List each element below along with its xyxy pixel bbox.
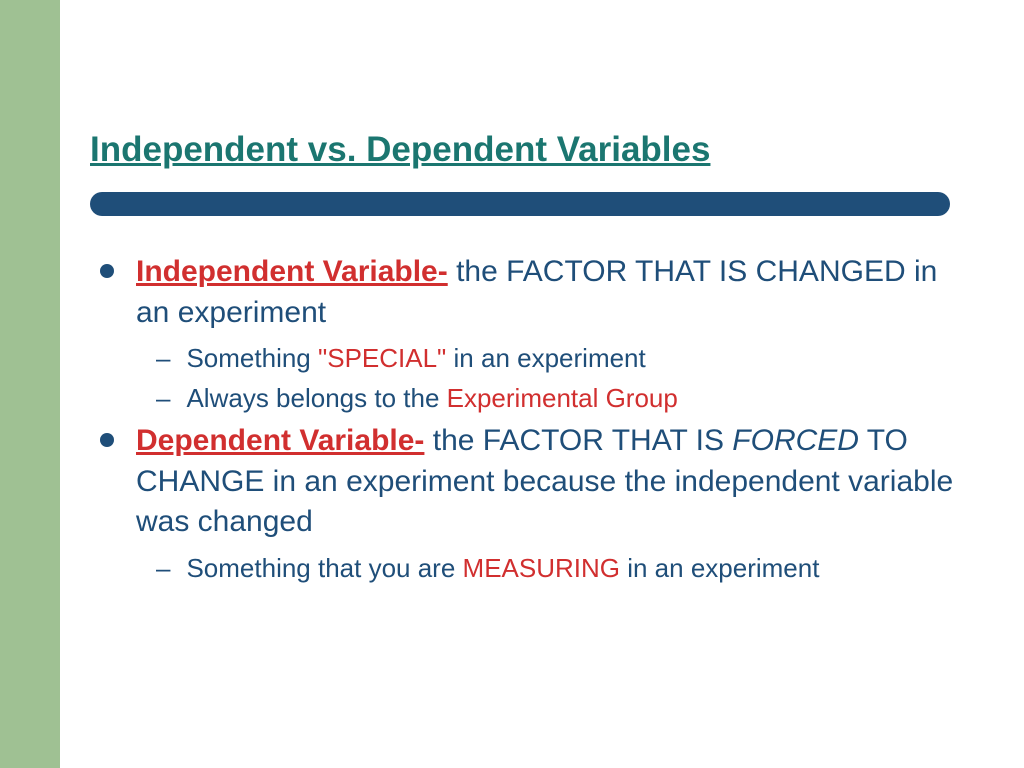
- sub-bullet-dash: –: [156, 553, 170, 584]
- term-def-a: the FACTOR THAT IS: [424, 424, 732, 457]
- sub-list-item: – Always belongs to the Experimental Gro…: [156, 381, 974, 416]
- list-item: Dependent Variable- the FACTOR THAT IS F…: [90, 421, 974, 543]
- bullet-dot: [100, 264, 114, 278]
- bullet-list: Independent Variable- the FACTOR THAT IS…: [90, 252, 974, 586]
- left-stripe: [0, 0, 60, 768]
- sub-list-item: – Something that you are MEASURING in an…: [156, 551, 974, 586]
- list-item: Independent Variable- the FACTOR THAT IS…: [90, 252, 974, 333]
- sub-text-highlight: "SPECIAL": [318, 343, 446, 373]
- term-def-italic: FORCED: [732, 424, 859, 457]
- sub-text-highlight: MEASURING: [463, 553, 620, 583]
- bullet-dot: [100, 433, 114, 447]
- title-underline-bar: [90, 192, 950, 216]
- sub-text-pre: Something that you are: [186, 553, 462, 583]
- sub-text-pre: Something: [186, 343, 318, 373]
- sub-item-text: Something "SPECIAL" in an experiment: [186, 341, 645, 376]
- sub-item-text: Something that you are MEASURING in an e…: [186, 551, 819, 586]
- sub-text-post: in an experiment: [446, 343, 645, 373]
- term-label: Independent Variable-: [136, 255, 448, 288]
- sub-text-post: in an experiment: [620, 553, 819, 583]
- sub-text-pre: Always belongs to the: [186, 383, 446, 413]
- sub-text-highlight: Experimental Group: [447, 383, 678, 413]
- term-label: Dependent Variable-: [136, 424, 424, 457]
- sub-list-item: – Something "SPECIAL" in an experiment: [156, 341, 974, 376]
- sub-item-text: Always belongs to the Experimental Group: [186, 381, 677, 416]
- list-item-text: Dependent Variable- the FACTOR THAT IS F…: [136, 421, 974, 543]
- sub-bullet-dash: –: [156, 383, 170, 414]
- sub-bullet-dash: –: [156, 343, 170, 374]
- slide-title: Independent vs. Dependent Variables: [90, 130, 974, 170]
- list-item-text: Independent Variable- the FACTOR THAT IS…: [136, 252, 974, 333]
- slide-content: Independent vs. Dependent Variables Inde…: [90, 130, 974, 591]
